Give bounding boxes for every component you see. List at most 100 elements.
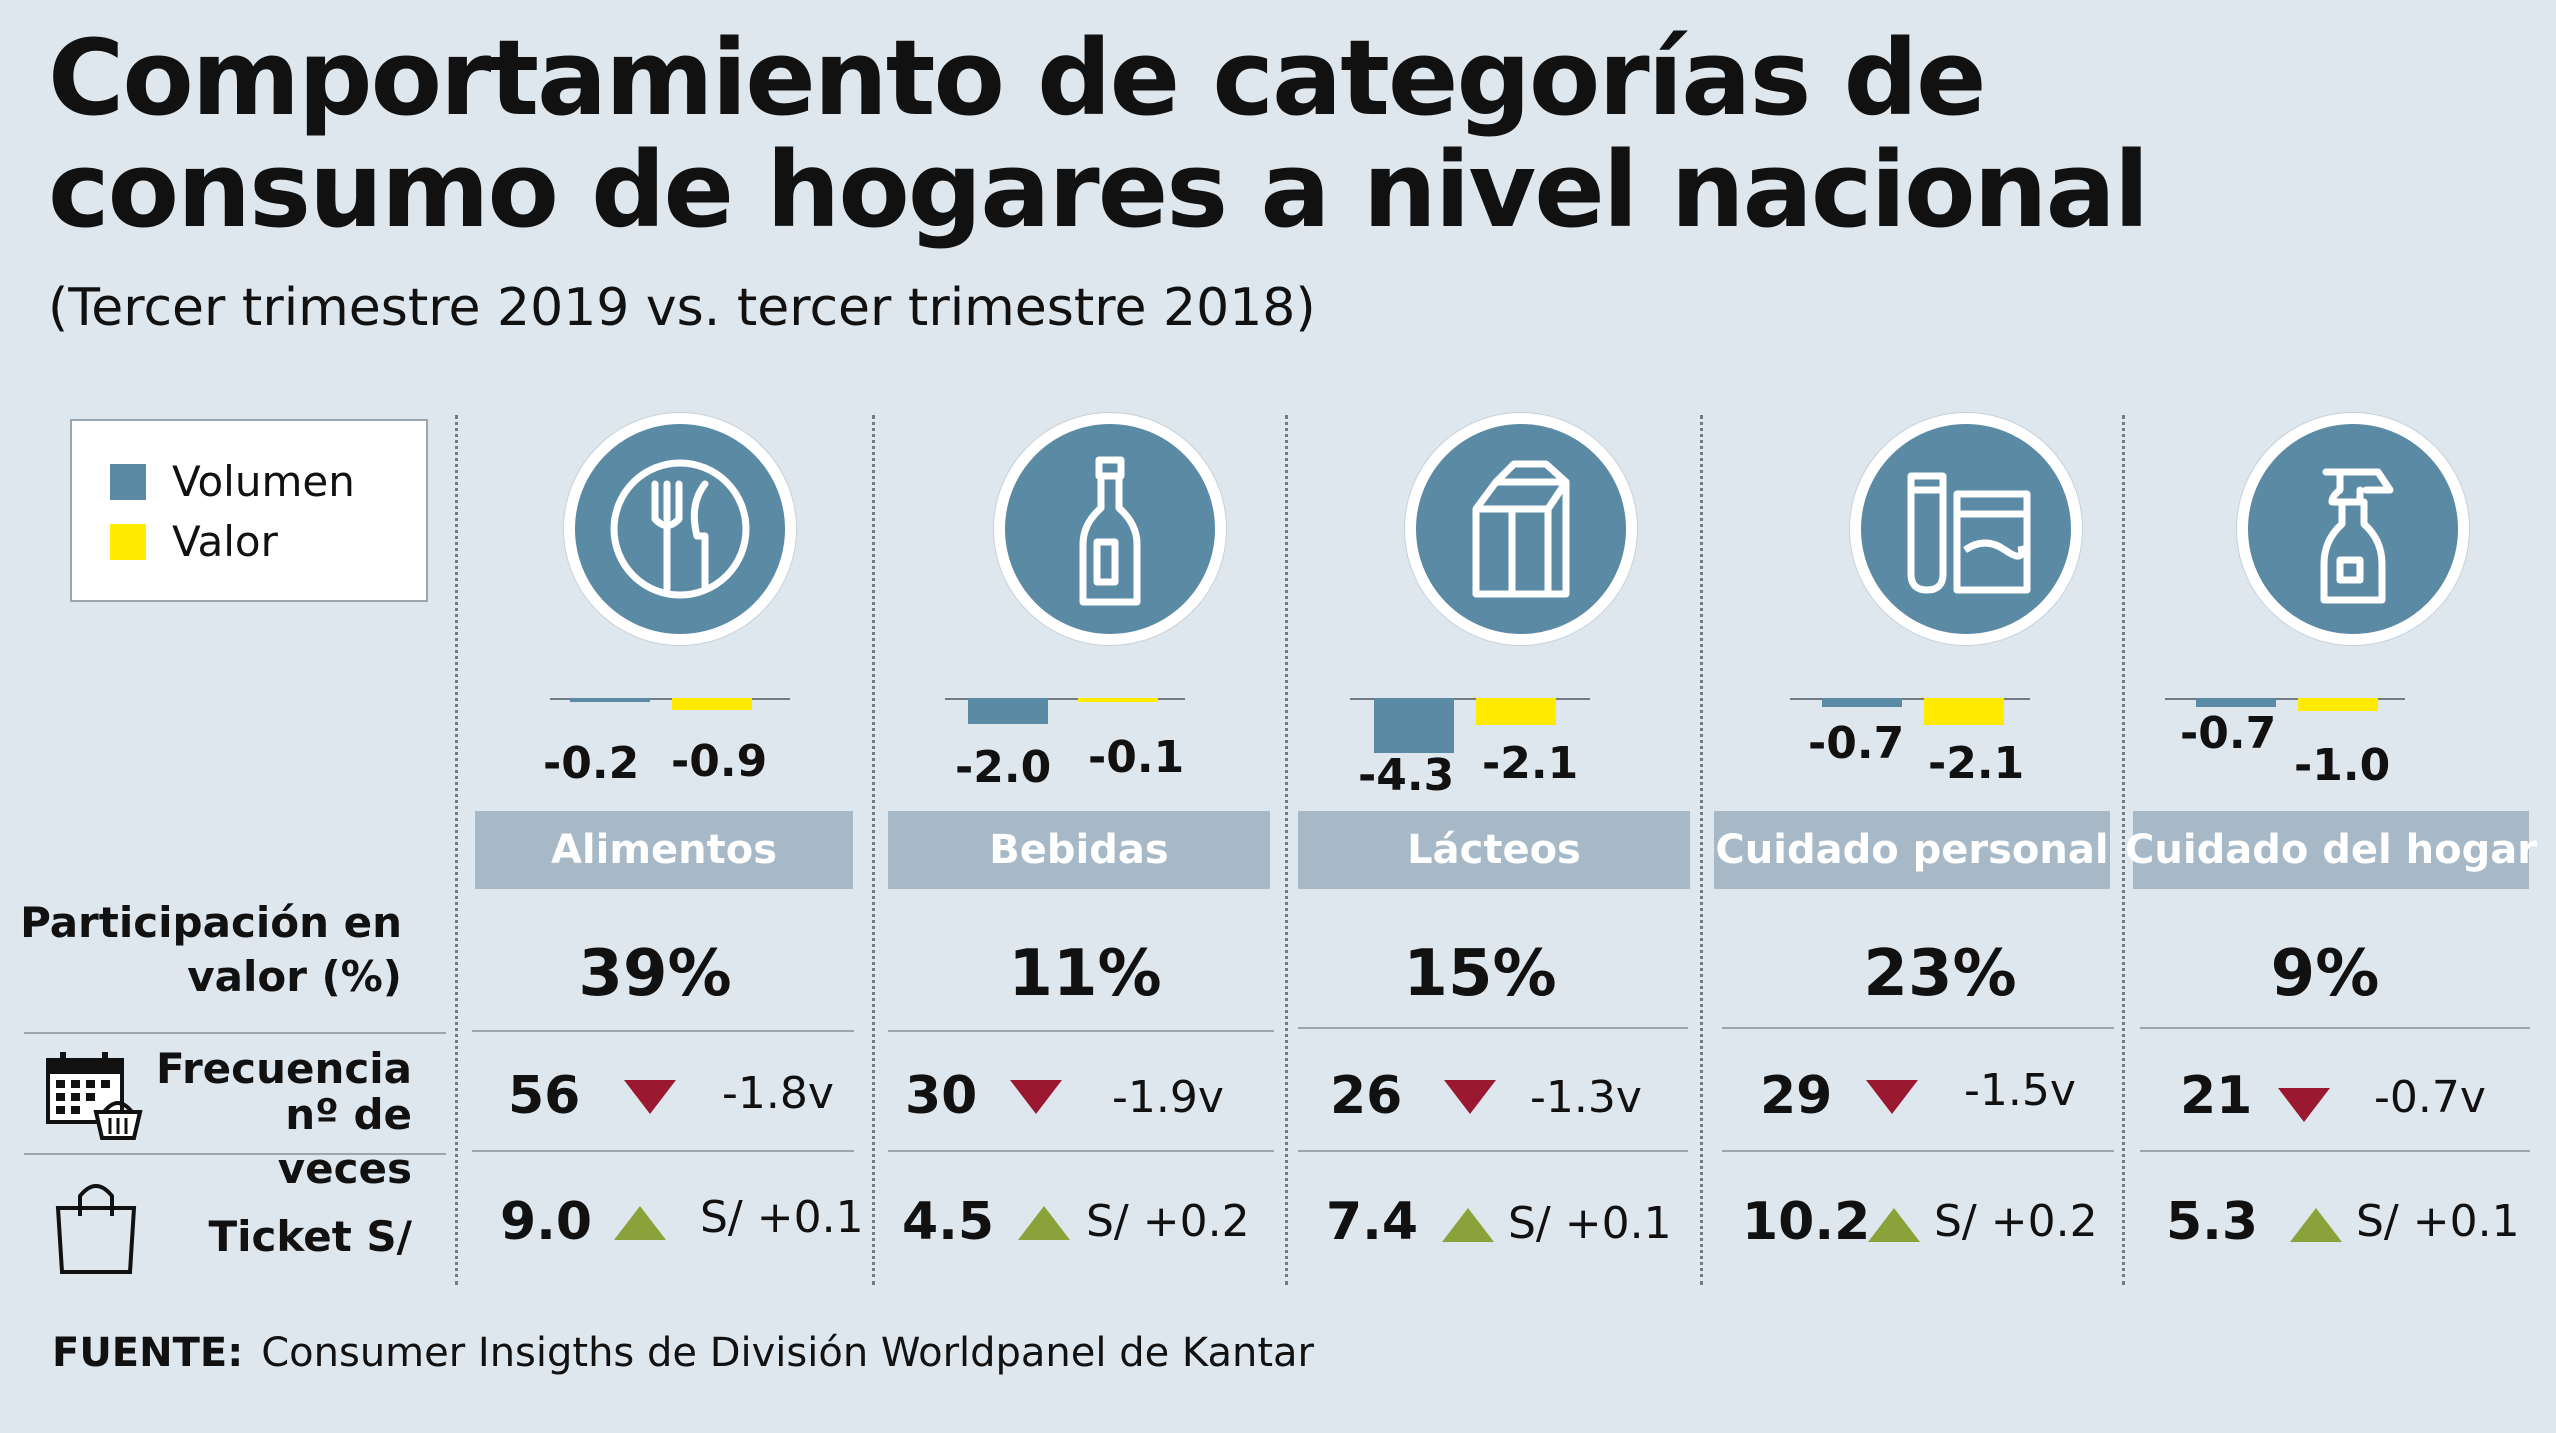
row-divider <box>1298 1150 1688 1152</box>
row-divider <box>1722 1150 2114 1152</box>
bar-volumen-cuidado-hogar <box>2196 698 2276 707</box>
row-divider <box>1298 1027 1688 1029</box>
column-separator <box>2122 415 2125 1285</box>
category-header: Cuidado del hogar <box>2125 811 2537 889</box>
share-value: 23% <box>1863 937 2017 1011</box>
down-arrow-icon <box>1010 1080 1062 1114</box>
column-separator <box>455 415 458 1285</box>
up-arrow-icon <box>2290 1208 2342 1242</box>
bar-volumen-lacteos <box>1374 698 1454 754</box>
category-header: Cuidado personal <box>1714 811 2110 889</box>
bar-baseline <box>550 698 790 700</box>
up-arrow-icon <box>1868 1208 1920 1242</box>
row-label-share-line2: valor (%) <box>187 952 402 1001</box>
calendar-basket-icon <box>46 1052 143 1140</box>
column-separator <box>872 415 875 1285</box>
row-label-frequency: Frecuencia nº de veces <box>150 1042 412 1196</box>
chart-subtitle: (Tercer trimestre 2019 vs. tercer trimes… <box>48 278 1316 338</box>
bottle-icon <box>994 413 1226 645</box>
bar-label-volumen: -0.7 <box>2180 708 2277 759</box>
legend-item-volumen: Volumen <box>110 457 355 506</box>
row-divider <box>24 1032 446 1034</box>
share-value: 9% <box>2270 937 2380 1011</box>
share-value: 15% <box>1403 937 1557 1011</box>
milk-carton-icon <box>1405 413 1637 645</box>
down-arrow-icon <box>1866 1080 1918 1114</box>
ticket-value: 5.3 <box>2166 1192 2259 1252</box>
row-divider <box>888 1030 1274 1032</box>
frequency-value: 56 <box>508 1066 581 1126</box>
row-label-share-line1: Participación en <box>20 898 402 947</box>
column-separator <box>1700 415 1703 1285</box>
bar-valor-bebidas <box>1078 698 1158 702</box>
row-label-ticket: Ticket S/ <box>208 1212 412 1261</box>
bar-volumen-alimentos <box>570 698 650 702</box>
ticket-value: 7.4 <box>1326 1192 1419 1252</box>
bar-label-volumen: -2.0 <box>955 742 1052 793</box>
frequency-value: 26 <box>1330 1066 1403 1126</box>
bar-label-valor: -0.9 <box>671 736 768 787</box>
spray-bottle-icon <box>2237 413 2469 645</box>
frequency-change: -1.8v <box>722 1068 834 1119</box>
bar-valor-lacteos <box>1476 698 1556 725</box>
category-header: Lácteos <box>1298 811 1690 889</box>
bar-label-valor: -1.0 <box>2294 740 2391 791</box>
share-value: 11% <box>1008 937 1162 1011</box>
up-arrow-icon <box>1018 1206 1070 1240</box>
legend-label-volumen: Volumen <box>172 457 355 506</box>
share-value: 39% <box>578 937 732 1011</box>
row-divider <box>1722 1027 2114 1029</box>
frequency-value: 29 <box>1760 1066 1833 1126</box>
row-label-frequency-line1: Frecuencia <box>155 1044 412 1093</box>
bar-label-volumen: -0.2 <box>543 738 640 789</box>
ticket-change: S/ +0.2 <box>1086 1196 1250 1247</box>
bar-label-volumen: -0.7 <box>1808 718 1905 769</box>
bar-valor-cuidado-hogar <box>2298 698 2378 711</box>
bar-valor-alimentos <box>672 698 752 710</box>
up-arrow-icon <box>1442 1208 1494 1242</box>
bar-label-valor: -2.1 <box>1482 738 1579 789</box>
frequency-change: -1.3v <box>1530 1072 1642 1123</box>
category-header: Alimentos <box>475 811 853 889</box>
frequency-change: -1.9v <box>1112 1072 1224 1123</box>
down-arrow-icon <box>2278 1088 2330 1122</box>
bar-valor-cuidado-personal <box>1924 698 2004 725</box>
down-arrow-icon <box>1444 1080 1496 1114</box>
frequency-value: 30 <box>905 1066 978 1126</box>
ticket-value: 9.0 <box>500 1192 593 1252</box>
row-divider <box>472 1150 854 1152</box>
legend-item-valor: Valor <box>110 517 278 566</box>
ticket-value: 4.5 <box>902 1192 995 1252</box>
row-label-share: Participación en valor (%) <box>20 896 402 1004</box>
bar-label-valor: -0.1 <box>1088 732 1185 783</box>
down-arrow-icon <box>624 1080 676 1114</box>
bar-volumen-cuidado-personal <box>1822 698 1902 707</box>
ticket-change: S/ +0.2 <box>1934 1196 2098 1247</box>
legend: Volumen Valor <box>70 419 428 602</box>
bar-label-valor: -2.1 <box>1928 738 2025 789</box>
bar-baseline <box>2165 698 2405 700</box>
bar-baseline <box>1350 698 1590 700</box>
shopping-bag-icon <box>55 1184 137 1274</box>
row-divider <box>24 1153 446 1155</box>
ticket-change: S/ +0.1 <box>2356 1196 2520 1247</box>
bar-baseline <box>945 698 1185 700</box>
chart-title: Comportamiento de categorías de consumo … <box>48 17 2149 251</box>
legend-label-valor: Valor <box>172 517 278 566</box>
cosmetics-icon <box>1850 413 2082 645</box>
ticket-change: S/ +0.1 <box>1508 1198 1672 1249</box>
legend-swatch-volumen <box>110 463 146 500</box>
source-note: FUENTE: Consumer Insigths de División Wor… <box>52 1330 1314 1376</box>
ticket-change: S/ +0.1 <box>700 1192 864 1243</box>
legend-swatch-valor <box>110 523 146 560</box>
frequency-change: -0.7v <box>2374 1072 2486 1123</box>
row-divider <box>2140 1150 2530 1152</box>
category-header: Bebidas <box>888 811 1270 889</box>
bar-baseline <box>1790 698 2030 700</box>
row-divider <box>472 1030 854 1032</box>
plate-cutlery-icon <box>564 413 796 645</box>
source-text: Consumer Insigths de División Worldpanel… <box>261 1330 1314 1376</box>
column-separator <box>1285 415 1288 1285</box>
frequency-value: 21 <box>2180 1066 2253 1126</box>
row-label-frequency-line2: nº de veces <box>277 1090 412 1193</box>
